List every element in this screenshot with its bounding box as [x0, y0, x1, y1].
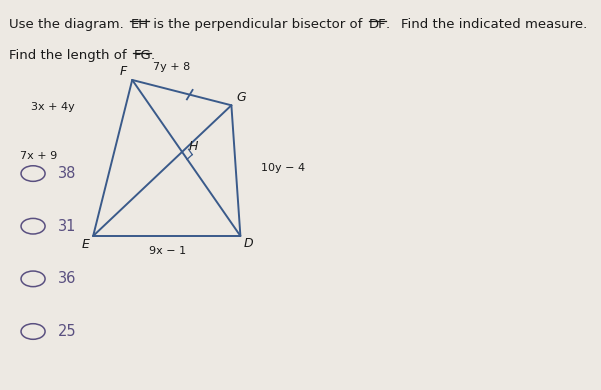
Text: G: G [237, 91, 246, 104]
Text: FG: FG [133, 49, 151, 62]
Text: .: . [151, 49, 155, 62]
Text: H: H [189, 140, 198, 153]
Text: EH: EH [130, 18, 148, 30]
Text: 9x − 1: 9x − 1 [148, 246, 186, 257]
Text: D: D [243, 238, 253, 250]
Text: 10y − 4: 10y − 4 [261, 163, 305, 173]
Text: 31: 31 [58, 219, 77, 234]
Text: is the perpendicular bisector of: is the perpendicular bisector of [148, 18, 368, 30]
Text: 36: 36 [58, 271, 77, 286]
Text: 38: 38 [58, 166, 77, 181]
Text: 7y + 8: 7y + 8 [153, 62, 190, 72]
Text: 3x + 4y: 3x + 4y [31, 102, 75, 112]
Text: DF: DF [368, 18, 386, 30]
Text: 25: 25 [58, 324, 77, 339]
Text: Find the length of: Find the length of [9, 49, 133, 62]
Text: F: F [120, 65, 127, 78]
Text: E: E [82, 238, 90, 251]
Text: .  Find the indicated measure.: . Find the indicated measure. [386, 18, 587, 30]
Text: 7x + 9: 7x + 9 [20, 151, 57, 161]
Text: Use the diagram.: Use the diagram. [9, 18, 130, 30]
